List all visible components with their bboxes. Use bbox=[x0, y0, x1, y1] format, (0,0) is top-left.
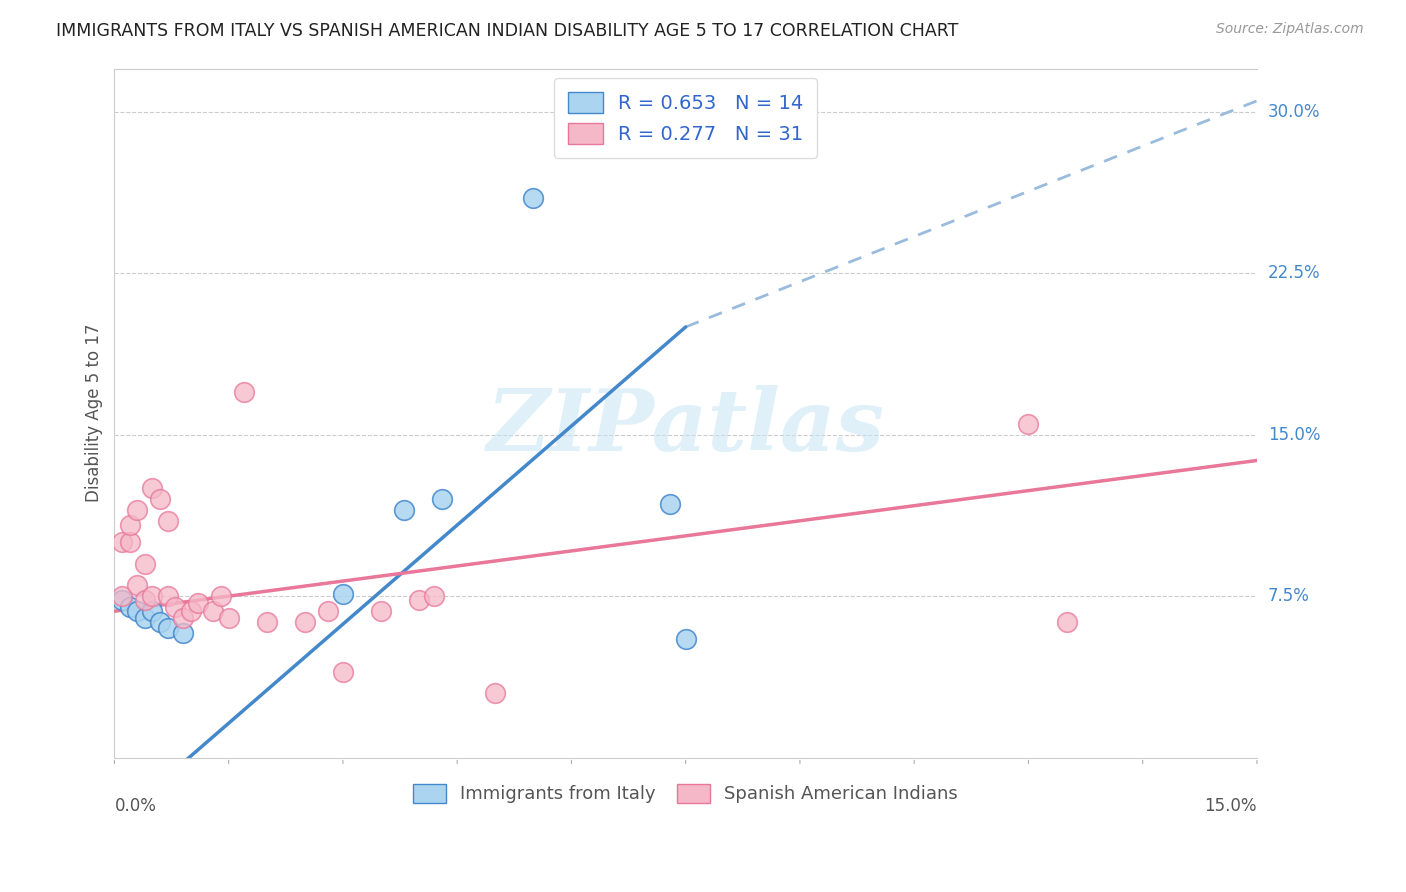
Point bbox=[156, 589, 179, 603]
Point bbox=[165, 599, 187, 614]
Point bbox=[423, 589, 446, 603]
Point bbox=[675, 632, 697, 647]
Text: 7.5%: 7.5% bbox=[1268, 587, 1310, 605]
Legend: Immigrants from Italy, Spanish American Indians: Immigrants from Italy, Spanish American … bbox=[406, 776, 966, 811]
Point bbox=[180, 604, 202, 618]
Text: 30.0%: 30.0% bbox=[1268, 103, 1320, 120]
Point bbox=[172, 610, 194, 624]
Point bbox=[332, 665, 354, 679]
Point bbox=[522, 191, 544, 205]
Point bbox=[659, 497, 682, 511]
Point bbox=[127, 503, 149, 517]
Point bbox=[118, 535, 141, 549]
Point bbox=[118, 518, 141, 533]
Point bbox=[118, 599, 141, 614]
Point bbox=[187, 596, 209, 610]
Point bbox=[370, 604, 392, 618]
Point bbox=[134, 610, 156, 624]
Text: 22.5%: 22.5% bbox=[1268, 264, 1320, 282]
Text: 0.0%: 0.0% bbox=[114, 797, 156, 814]
Point bbox=[484, 686, 506, 700]
Point bbox=[141, 482, 163, 496]
Point bbox=[111, 593, 134, 607]
Point bbox=[430, 492, 453, 507]
Text: ZIPatlas: ZIPatlas bbox=[486, 385, 884, 468]
Text: 15.0%: 15.0% bbox=[1268, 425, 1320, 443]
Point bbox=[141, 604, 163, 618]
Point bbox=[294, 615, 316, 629]
Point bbox=[134, 557, 156, 571]
Point bbox=[172, 625, 194, 640]
Point bbox=[111, 535, 134, 549]
Text: Source: ZipAtlas.com: Source: ZipAtlas.com bbox=[1216, 22, 1364, 37]
Point bbox=[202, 604, 225, 618]
Point bbox=[156, 622, 179, 636]
Point bbox=[111, 589, 134, 603]
Point bbox=[316, 604, 339, 618]
Text: IMMIGRANTS FROM ITALY VS SPANISH AMERICAN INDIAN DISABILITY AGE 5 TO 17 CORRELAT: IMMIGRANTS FROM ITALY VS SPANISH AMERICA… bbox=[56, 22, 959, 40]
Point bbox=[332, 587, 354, 601]
Text: 15.0%: 15.0% bbox=[1205, 797, 1257, 814]
Y-axis label: Disability Age 5 to 17: Disability Age 5 to 17 bbox=[86, 324, 103, 502]
Point bbox=[209, 589, 232, 603]
Point bbox=[141, 589, 163, 603]
Point bbox=[232, 384, 254, 399]
Point bbox=[134, 593, 156, 607]
Point bbox=[1056, 615, 1078, 629]
Point bbox=[127, 604, 149, 618]
Point bbox=[156, 514, 179, 528]
Point bbox=[127, 578, 149, 592]
Point bbox=[1017, 417, 1039, 431]
Point bbox=[149, 615, 172, 629]
Point bbox=[218, 610, 240, 624]
Point bbox=[408, 593, 430, 607]
Point bbox=[256, 615, 278, 629]
Point bbox=[149, 492, 172, 507]
Point bbox=[392, 503, 415, 517]
